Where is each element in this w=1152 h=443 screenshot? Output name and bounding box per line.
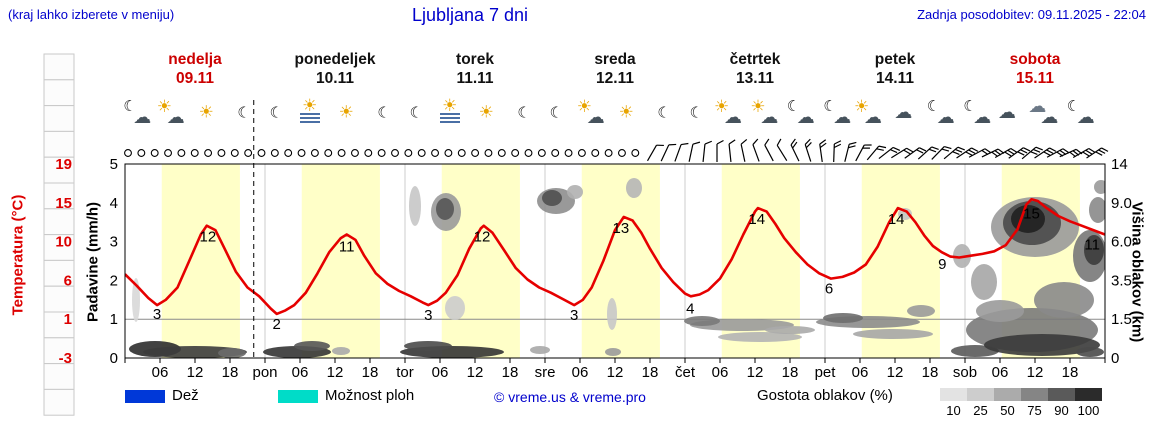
svg-text:15: 15 (55, 195, 72, 212)
svg-text:06: 06 (572, 364, 589, 381)
copyright-link[interactable]: © vreme.us & vreme.pro (494, 389, 646, 405)
svg-text:3: 3 (110, 234, 118, 251)
svg-text:18: 18 (922, 364, 939, 381)
density-swatch-100 (1075, 388, 1102, 401)
svg-text:13: 13 (612, 220, 629, 237)
svg-text:1.5: 1.5 (1111, 311, 1132, 328)
page-title: Ljubljana 7 dni (411, 5, 529, 25)
last-updated: Zadnja posodobitev: 09.11.2025 - 22:04 (917, 7, 1146, 22)
svg-text:sre: sre (535, 364, 556, 381)
density-value: 50 (1000, 403, 1015, 418)
svg-text:06: 06 (292, 364, 309, 381)
cloud-density-legend-label: Gostota oblakov (%) (757, 387, 893, 404)
svg-text:pet: pet (815, 364, 837, 381)
svg-text:12: 12 (187, 364, 204, 381)
temperature-curve (125, 198, 1105, 316)
svg-text:11: 11 (339, 239, 355, 256)
rain-legend-label: Dež (172, 387, 199, 404)
svg-text:9: 9 (938, 256, 946, 273)
svg-text:12: 12 (887, 364, 904, 381)
svg-text:14: 14 (888, 211, 905, 228)
svg-text:4: 4 (110, 195, 118, 212)
svg-text:14: 14 (1111, 156, 1128, 173)
svg-text:12: 12 (747, 364, 764, 381)
svg-text:pon: pon (252, 364, 277, 381)
cloud-cover-shading (129, 178, 1105, 358)
svg-text:6.0: 6.0 (1111, 234, 1132, 251)
svg-text:19: 19 (55, 156, 72, 173)
svg-text:3: 3 (424, 307, 432, 324)
location-hint: (kraj lahko izberete v meniju) (8, 7, 175, 22)
precip-axis-label: Padavine (mm/h) (84, 201, 102, 323)
svg-text:10: 10 (55, 234, 72, 251)
density-swatch-90 (1048, 388, 1075, 401)
svg-text:12: 12 (1027, 364, 1044, 381)
cloud-density-scale-labels: 10 25 50 75 90 100 (940, 403, 1102, 418)
svg-text:tor: tor (396, 364, 414, 381)
cloud-height-axis-label: Višina oblakov (km) (1128, 201, 1146, 343)
density-value: 90 (1054, 403, 1069, 418)
density-swatch-75 (1021, 388, 1048, 401)
density-swatch-25 (967, 388, 994, 401)
svg-text:06: 06 (152, 364, 169, 381)
x-axis: pon tor sre čet pet sob 06 12 18 06 12 18 06 12 18 06 12… (124, 358, 1106, 381)
svg-text:1: 1 (110, 311, 118, 328)
cloud-height-axis-ticks: 14 9.0 6.0 3.5 1.5 0 (1111, 156, 1132, 367)
svg-text:18: 18 (362, 364, 379, 381)
temperature-scale-strip (43, 53, 75, 416)
temperature-axis-ticks: 19 15 10 6 1 -3 (55, 156, 72, 367)
svg-text:15: 15 (1023, 205, 1040, 222)
svg-text:18: 18 (782, 364, 799, 381)
svg-text:6: 6 (64, 272, 72, 289)
svg-text:18: 18 (642, 364, 659, 381)
svg-text:18: 18 (1062, 364, 1079, 381)
svg-text:3.5: 3.5 (1111, 272, 1132, 289)
svg-text:12: 12 (199, 229, 216, 246)
density-swatch-50 (994, 388, 1021, 401)
svg-text:12: 12 (467, 364, 484, 381)
precip-axis-ticks: 5 4 3 2 1 0 (110, 156, 118, 367)
temperature-value-labels: 3 12 2 11 3 12 3 13 4 14 6 14 9 15 11 (153, 205, 1100, 333)
cloud-cover-circles (124, 149, 640, 157)
svg-text:1: 1 (64, 311, 72, 328)
density-value: 25 (973, 403, 988, 418)
svg-text:06: 06 (432, 364, 449, 381)
svg-text:12: 12 (474, 229, 491, 246)
svg-text:12: 12 (607, 364, 624, 381)
svg-text:6: 6 (825, 281, 833, 298)
density-value: 10 (946, 403, 961, 418)
svg-text:18: 18 (502, 364, 519, 381)
svg-text:čet: čet (675, 364, 696, 381)
svg-text:06: 06 (992, 364, 1009, 381)
density-value: 75 (1027, 403, 1042, 418)
svg-text:-3: -3 (59, 350, 72, 367)
svg-text:2: 2 (110, 272, 118, 289)
temperature-axis-label: Temperatura (°C) (9, 194, 27, 316)
shower-legend-label: Možnost ploh (325, 387, 415, 404)
svg-text:06: 06 (852, 364, 869, 381)
svg-text:3: 3 (153, 306, 161, 323)
svg-text:11: 11 (1084, 237, 1100, 254)
wind-barbs (646, 138, 1109, 163)
density-value: 100 (1077, 403, 1100, 418)
svg-text:18: 18 (222, 364, 239, 381)
svg-text:9.0: 9.0 (1111, 195, 1132, 212)
shower-legend-swatch (278, 390, 318, 403)
svg-text:0: 0 (110, 350, 118, 367)
svg-text:06: 06 (712, 364, 729, 381)
cloud-density-scale (940, 388, 1102, 401)
density-swatch-10 (940, 388, 967, 401)
svg-text:4: 4 (686, 300, 694, 317)
svg-text:0: 0 (1111, 350, 1119, 367)
svg-text:3: 3 (570, 307, 578, 324)
svg-text:5: 5 (110, 156, 118, 173)
rain-legend-swatch (125, 390, 165, 403)
svg-text:sob: sob (953, 364, 977, 381)
svg-text:12: 12 (327, 364, 344, 381)
svg-text:2: 2 (272, 316, 280, 333)
svg-text:14: 14 (748, 211, 765, 228)
